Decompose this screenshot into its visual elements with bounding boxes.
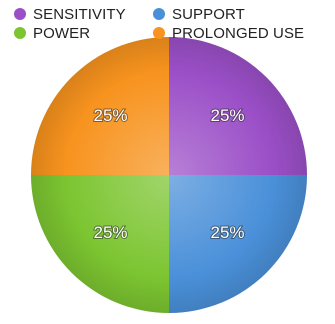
pie-slice-sensitivity	[169, 37, 307, 175]
legend-item-sensitivity: SENSITIVITY	[14, 5, 126, 23]
legend-label-prolonged-use: PROLONGED USE	[172, 24, 305, 42]
legend-label-support: SUPPORT	[172, 5, 245, 23]
legend-swatch-prolonged-use	[153, 27, 165, 39]
legend-item-power: POWER	[14, 24, 90, 42]
pie-slice-prolonged-use	[31, 37, 169, 175]
legend-item-support: SUPPORT	[153, 5, 245, 23]
pie-label-support: 25%	[210, 223, 244, 242]
legend-swatch-support	[153, 8, 165, 20]
legend-item-prolonged-use: PROLONGED USE	[153, 24, 304, 42]
legend-swatch-power	[14, 27, 26, 39]
legend-label-power: POWER	[33, 24, 91, 42]
legend-swatch-sensitivity	[14, 8, 26, 20]
pie-labels: 25% 25% 25% 25%	[92, 105, 245, 243]
pie-slice-support	[169, 175, 307, 313]
legend-label-sensitivity: SENSITIVITY	[33, 5, 126, 23]
pie-slice-power	[31, 175, 169, 313]
chart-legend: SENSITIVITY SUPPORT POWER PROLONGED USE	[14, 5, 332, 42]
pie-label-sensitivity: 25%	[210, 106, 244, 125]
pie-label-prolonged-use: 25%	[93, 106, 127, 125]
pie-label-power: 25%	[93, 223, 127, 242]
pie-slices	[31, 37, 307, 313]
